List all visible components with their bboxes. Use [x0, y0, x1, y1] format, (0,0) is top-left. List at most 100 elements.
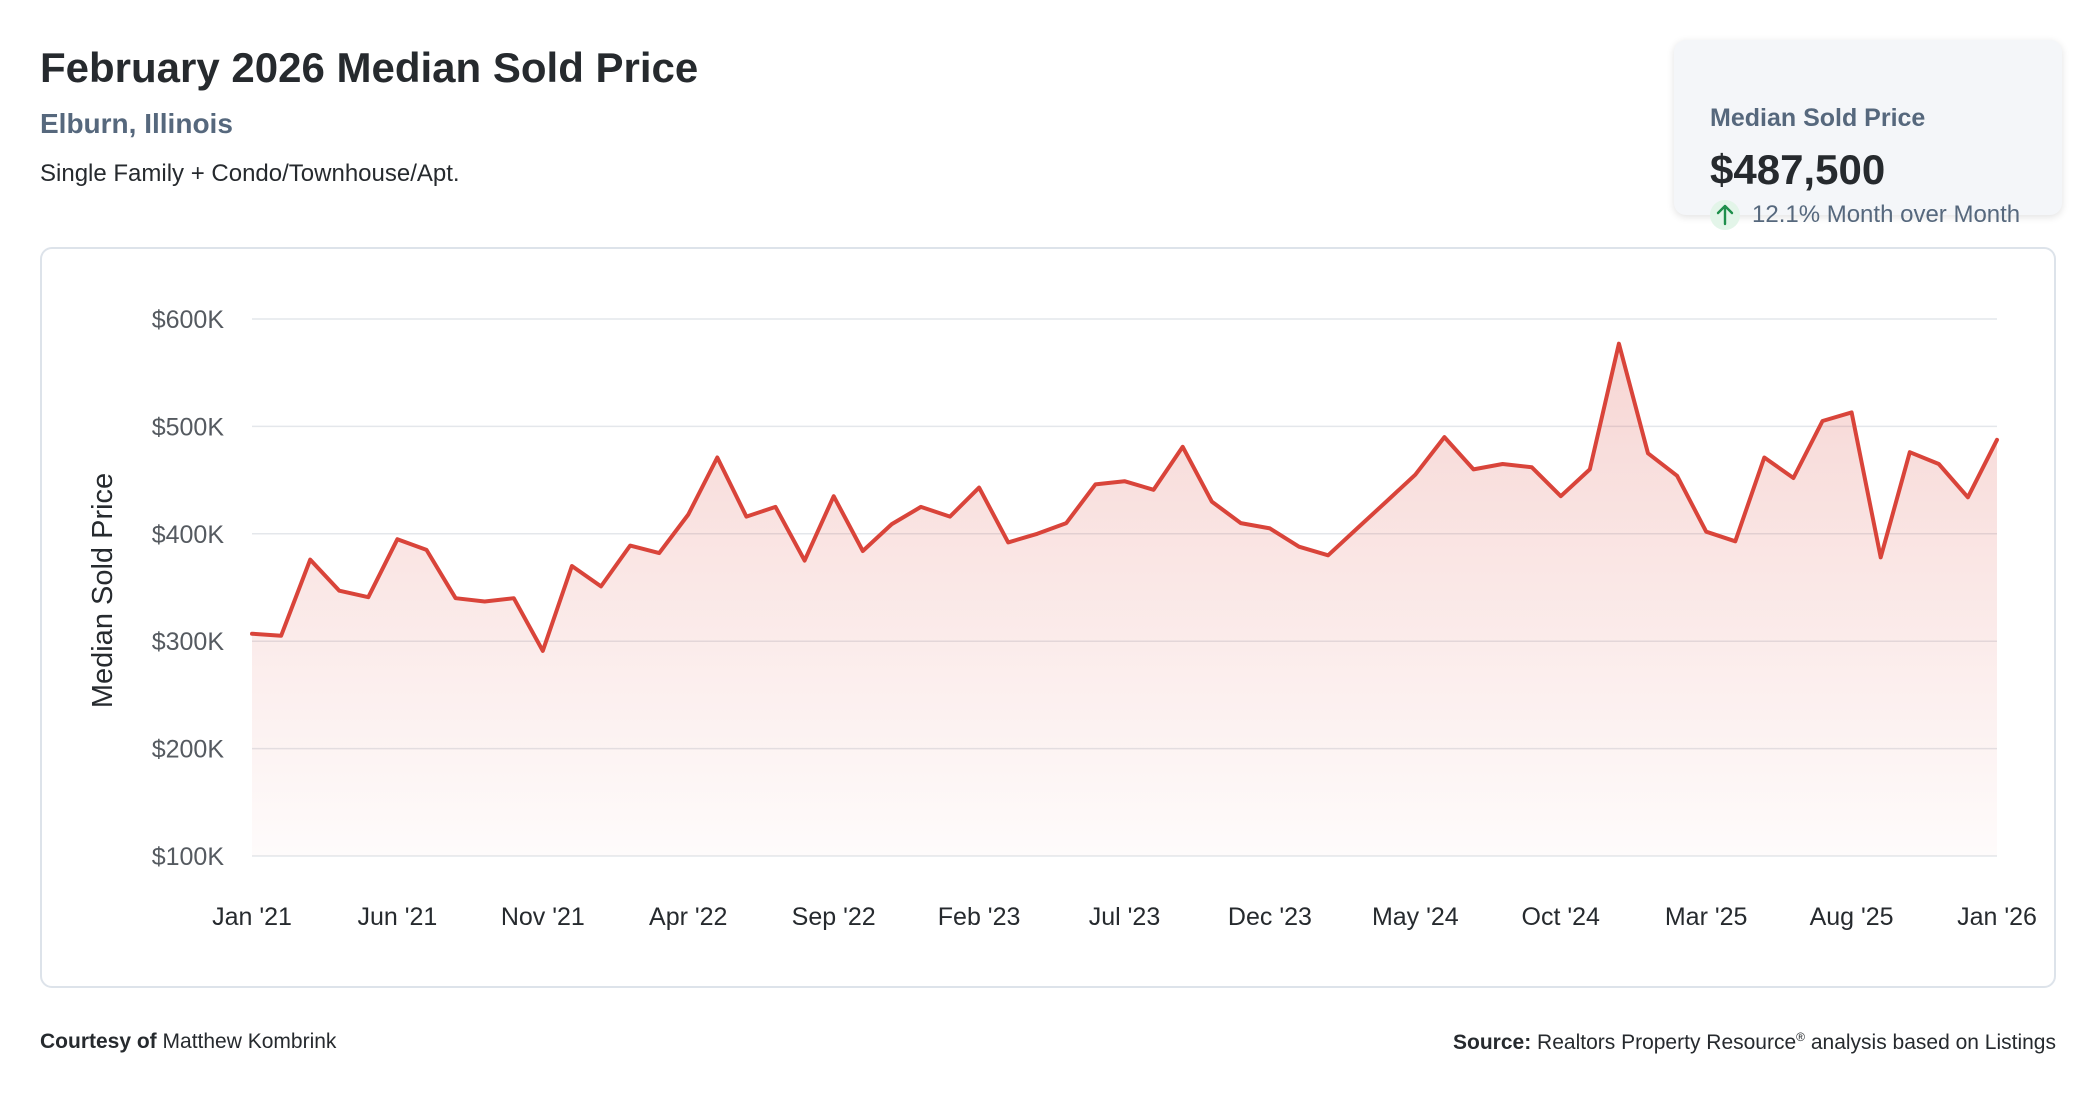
- data-point: [1588, 467, 1592, 471]
- series-area: [252, 343, 1997, 856]
- x-tick-label: Jul '23: [1089, 903, 1160, 931]
- property-type-label: Single Family + Condo/Townhouse/Apt.: [40, 160, 460, 187]
- data-point: [1239, 521, 1243, 525]
- data-point: [657, 551, 661, 555]
- y-tick-label: $400K: [152, 521, 225, 549]
- courtesy-footer: Courtesy of Matthew Kombrink: [40, 1030, 336, 1054]
- x-tick-label: Jan '21: [212, 903, 292, 931]
- data-point: [628, 544, 632, 548]
- arrow-up-icon: [1710, 200, 1740, 230]
- x-tick-label: Oct '24: [1522, 903, 1601, 931]
- source-footer: Source: Realtors Property Resource® anal…: [1453, 1030, 2056, 1055]
- x-tick-label: Feb '23: [938, 903, 1021, 931]
- data-point: [803, 559, 807, 563]
- data-point: [1646, 451, 1650, 455]
- x-tick-label: May '24: [1372, 903, 1459, 931]
- data-point: [1268, 526, 1272, 530]
- data-point: [1064, 521, 1068, 525]
- data-point: [890, 522, 894, 526]
- data-point: [977, 486, 981, 490]
- data-point: [1791, 476, 1795, 480]
- y-tick-label: $300K: [152, 628, 225, 656]
- data-point: [1559, 494, 1563, 498]
- data-point: [715, 456, 719, 460]
- data-point: [1035, 532, 1039, 536]
- registered-mark: ®: [1796, 1030, 1805, 1044]
- data-point: [1442, 435, 1446, 439]
- chart-panel: $100K $200K $300K $400K $500K $600K Median Sol…: [40, 247, 2056, 988]
- data-point: [1821, 419, 1825, 423]
- data-point: [861, 549, 865, 553]
- data-point: [1733, 539, 1737, 543]
- x-tick-label: Sep '22: [792, 903, 876, 931]
- median-price-chart: $100K $200K $300K $400K $500K $600K Median Sol…: [87, 306, 2037, 931]
- y-axis-label: Median Sold Price: [87, 473, 119, 708]
- data-point: [1093, 482, 1097, 486]
- data-point: [1006, 540, 1010, 544]
- data-point: [1152, 488, 1156, 492]
- data-point: [1297, 545, 1301, 549]
- data-point: [1704, 530, 1708, 534]
- data-point: [454, 596, 458, 600]
- data-point: [512, 596, 516, 600]
- data-point: [1326, 553, 1330, 557]
- y-tick-label: $600K: [152, 306, 225, 334]
- data-point: [483, 599, 487, 603]
- data-point: [1181, 445, 1185, 449]
- data-point: [425, 548, 429, 552]
- courtesy-name: Matthew Kombrink: [162, 1030, 337, 1053]
- data-point: [1384, 500, 1388, 504]
- data-point: [1530, 465, 1534, 469]
- data-point: [774, 505, 778, 509]
- stat-label: Median Sold Price: [1710, 104, 1926, 132]
- data-point: [1850, 410, 1854, 414]
- stat-value: $487,500: [1710, 146, 1886, 193]
- x-tick-label: Dec '23: [1228, 903, 1312, 931]
- data-point: [366, 595, 370, 599]
- x-tick-label: Aug '25: [1810, 903, 1894, 931]
- data-point: [279, 634, 283, 638]
- series-line: [250, 341, 1999, 653]
- data-point: [541, 649, 545, 653]
- data-point: [395, 537, 399, 541]
- stat-change-text: 12.1% Month over Month: [1752, 201, 2021, 228]
- data-point: [599, 584, 603, 588]
- data-point: [1762, 456, 1766, 460]
- data-point: [1617, 342, 1621, 346]
- data-point: [1501, 462, 1505, 466]
- data-point: [1675, 474, 1679, 478]
- x-tick-label: Mar '25: [1665, 903, 1748, 931]
- source-label: Source:: [1453, 1031, 1532, 1054]
- data-point: [948, 515, 952, 519]
- data-point: [570, 564, 574, 568]
- data-point: [1210, 500, 1214, 504]
- x-tick-label: Nov '21: [501, 903, 585, 931]
- x-tick-label: Apr '22: [649, 903, 727, 931]
- y-tick-label: $500K: [152, 413, 225, 441]
- source-text-end: analysis based on Listings: [1805, 1031, 2056, 1054]
- source-text: Realtors Property Resource: [1537, 1031, 1797, 1054]
- data-point: [250, 632, 254, 636]
- data-point: [1355, 526, 1359, 530]
- data-point: [337, 589, 341, 593]
- data-point: [919, 505, 923, 509]
- x-tick-label: Jan '26: [1957, 903, 2037, 931]
- data-point: [1908, 450, 1912, 454]
- y-tick-label: $200K: [152, 736, 225, 764]
- median-price-stat-card: Median Sold Price $487,500 12.1% Month o…: [1674, 40, 2062, 230]
- page-title: February 2026 Median Sold Price: [40, 44, 699, 91]
- data-point: [1966, 495, 1970, 499]
- data-point: [1413, 473, 1417, 477]
- data-point: [1879, 555, 1883, 559]
- data-point: [1472, 467, 1476, 471]
- data-point: [1123, 479, 1127, 483]
- data-point: [686, 512, 690, 516]
- data-point: [1995, 438, 1999, 442]
- location-subtitle: Elburn, Illinois: [40, 108, 233, 139]
- data-point: [744, 515, 748, 519]
- data-point: [832, 494, 836, 498]
- data-point: [1937, 462, 1941, 466]
- x-tick-label: Jun '21: [357, 903, 437, 931]
- stat-change: 12.1% Month over Month: [1710, 200, 2020, 230]
- courtesy-label: Courtesy of: [40, 1030, 157, 1053]
